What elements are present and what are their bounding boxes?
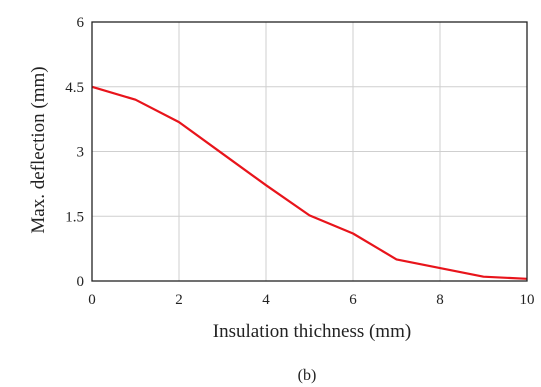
y-tick-labels: 0 1.5 3 4.5 6: [65, 15, 84, 290]
y-tick-label: 1.5: [65, 209, 84, 225]
x-tick-label: 6: [349, 292, 357, 308]
x-axis-title: Insulation thichness (mm): [213, 321, 411, 342]
series-line: [91, 85, 528, 280]
x-tick-label: 2: [175, 292, 183, 308]
y-tick-label: 3: [77, 145, 85, 161]
figure-caption: (b): [298, 367, 317, 384]
plot-frame: [91, 21, 528, 282]
x-tick-label: 0: [88, 292, 96, 308]
x-tick-labels: 0 2 4 6 8 10: [88, 292, 534, 308]
y-tick-label: 4.5: [65, 80, 84, 96]
series-group: [91, 85, 528, 280]
x-tick-label: 10: [520, 292, 535, 308]
x-tick-label: 4: [262, 292, 270, 308]
x-tick-label: 8: [436, 292, 444, 308]
y-axis-title: Max. deflection (mm): [28, 66, 49, 233]
grid-lines: [91, 21, 528, 282]
y-tick-label: 0: [77, 274, 85, 290]
y-tick-label: 6: [77, 15, 85, 31]
